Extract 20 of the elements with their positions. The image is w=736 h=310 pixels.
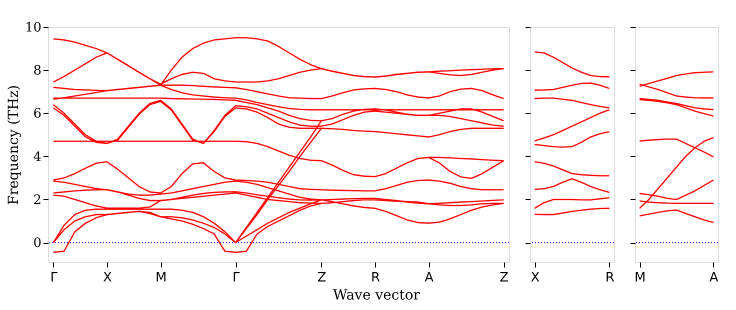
x-tick-label: Z bbox=[500, 270, 509, 286]
y-tick-label: 0 bbox=[33, 236, 42, 252]
y-tick-label: 2 bbox=[33, 192, 42, 208]
x-tick-label: M bbox=[634, 270, 646, 286]
x-tick-label: X bbox=[530, 270, 540, 286]
x-tick-label: X bbox=[103, 270, 112, 286]
x-tick-label: Z bbox=[317, 270, 326, 286]
x-tick-label: Γ bbox=[50, 270, 58, 286]
y-axis-title: Frequency (THz) bbox=[6, 84, 22, 206]
y-tick-label: 4 bbox=[33, 150, 42, 165]
x-tick-label: Γ bbox=[232, 270, 240, 286]
x-tick-label: A bbox=[709, 270, 718, 286]
y-tick-label: 6 bbox=[33, 106, 42, 122]
y-tick-label: 8 bbox=[33, 64, 42, 79]
x-tick-label: A bbox=[424, 270, 434, 286]
x-tick-label: R bbox=[370, 270, 380, 286]
x-axis-title: Wave vector bbox=[333, 288, 420, 304]
x-tick-label: M bbox=[155, 270, 167, 286]
y-tick-label: 10 bbox=[24, 20, 42, 36]
x-tick-label: R bbox=[605, 270, 614, 286]
